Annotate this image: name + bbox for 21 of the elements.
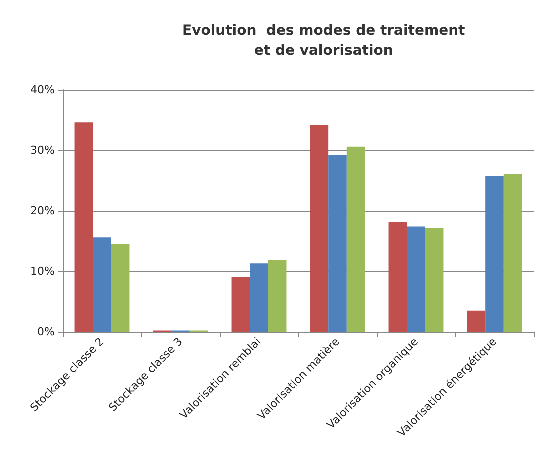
y-tick-label: 30%: [30, 144, 55, 157]
bar: [250, 264, 268, 332]
y-tick-label: 40%: [30, 84, 55, 96]
y-tick-label: 0%: [38, 326, 55, 338]
bar: [111, 244, 130, 332]
bar: [486, 176, 504, 332]
bar: [310, 125, 329, 332]
bar: [232, 276, 250, 332]
bar: [504, 174, 522, 332]
bar: [74, 122, 94, 332]
bar: [467, 310, 486, 332]
y-tick-label: 10%: [30, 265, 55, 278]
chart-title: Evolution des modes de traitement et de valorisation: [182, 23, 466, 59]
bar: [388, 222, 408, 332]
bar: [93, 238, 112, 332]
bar: [407, 226, 426, 332]
bar: [346, 146, 366, 332]
bar: [268, 260, 287, 332]
bar: [425, 228, 444, 332]
y-tick-label: 20%: [30, 204, 55, 218]
bar: [328, 155, 347, 332]
